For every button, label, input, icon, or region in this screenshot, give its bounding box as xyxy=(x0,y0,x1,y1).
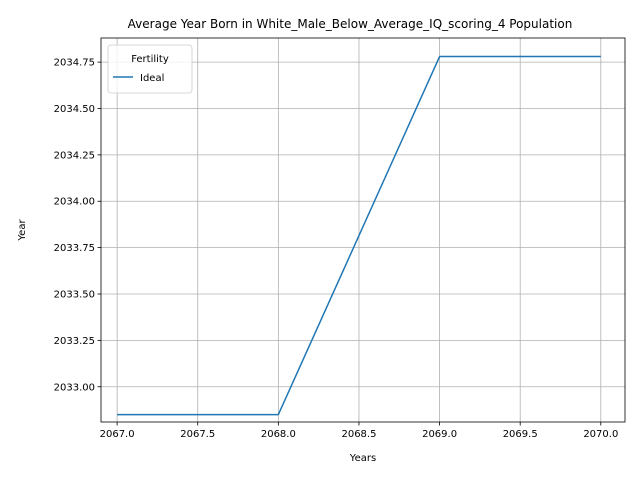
legend-label-ideal: Ideal xyxy=(140,73,164,84)
y-axis: 2033.00 2033.25 2033.50 2033.75 2034.00 2034.… xyxy=(54,58,101,393)
legend: Fertility Ideal xyxy=(107,44,193,94)
x-tick-label: 2067.0 xyxy=(100,429,135,440)
x-tick-label: 2068.5 xyxy=(341,429,376,440)
legend-title: Fertility xyxy=(131,54,169,65)
y-tick-label: 2034.25 xyxy=(54,150,95,161)
y-tick-label: 2034.75 xyxy=(54,58,95,69)
x-axis-label: Years xyxy=(349,453,376,464)
y-tick-label: 2033.50 xyxy=(54,290,95,301)
y-tick-label: 2034.00 xyxy=(54,197,95,208)
x-tick-label: 2067.5 xyxy=(180,429,215,440)
chart-title: Average Year Born in White_Male_Below_Av… xyxy=(128,17,573,31)
y-tick-label: 2033.00 xyxy=(54,382,95,393)
x-tick-label: 2070.0 xyxy=(583,429,618,440)
series-line-ideal xyxy=(117,55,601,416)
x-tick-label: 2068.0 xyxy=(261,429,296,440)
series-layer xyxy=(117,55,601,416)
y-axis-label: Year xyxy=(17,219,28,242)
legend-box xyxy=(107,44,193,94)
x-tick-label: 2069.5 xyxy=(503,429,538,440)
grid xyxy=(101,38,625,422)
x-axis: 2067.0 2067.5 2068.0 2068.5 2069.0 2069.5 2070… xyxy=(100,422,618,440)
plot-area xyxy=(100,37,626,423)
y-tick-label: 2033.25 xyxy=(54,336,95,347)
y-tick-label: 2033.75 xyxy=(54,243,95,254)
y-tick-label: 2034.50 xyxy=(54,104,95,115)
x-tick-label: 2069.0 xyxy=(422,429,457,440)
